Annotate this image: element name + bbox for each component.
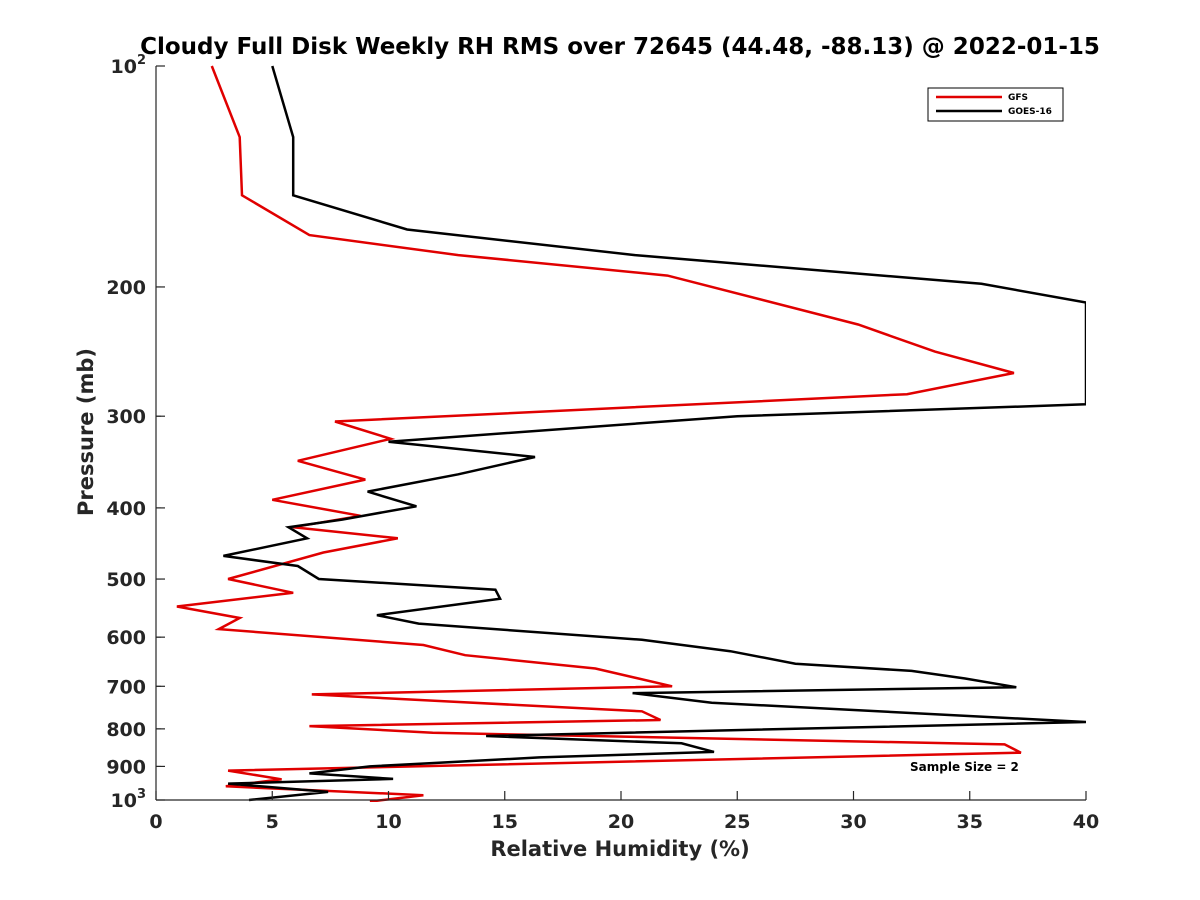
y-tick-label: 200 xyxy=(106,277,146,299)
y-tick-label: 500 xyxy=(106,569,146,591)
x-tick-label: 35 xyxy=(957,811,983,833)
y-tick-label: 900 xyxy=(106,756,146,778)
y-tick-labels: 102 200 300 400 500 600 700 800 900 103 xyxy=(106,53,146,812)
legend-label-goes16: GOES-16 xyxy=(1008,107,1052,117)
sample-size-annotation: Sample Size = 2 xyxy=(910,760,1019,774)
legend: GFS GOES-16 xyxy=(927,87,1064,122)
y-axis-label: Pressure (mb) xyxy=(74,348,98,516)
x-axis-label: Relative Humidity (%) xyxy=(490,837,749,861)
x-tick-label: 10 xyxy=(375,811,401,833)
x-tick-label: 25 xyxy=(724,811,750,833)
x-tick-label: 5 xyxy=(266,811,279,833)
x-tick-label: 20 xyxy=(608,811,634,833)
x-tick-label: 0 xyxy=(149,811,162,833)
y-tick-label: 700 xyxy=(106,676,146,698)
series-line-gfs xyxy=(176,65,1022,802)
x-tick-label: 15 xyxy=(492,811,518,833)
y-tick-label: 300 xyxy=(106,406,146,428)
series-layer xyxy=(176,65,1086,802)
y-tick-label: 103 xyxy=(111,787,147,812)
x-tick-label: 40 xyxy=(1073,811,1099,833)
legend-box xyxy=(927,87,1064,122)
y-tick-label: 102 xyxy=(111,53,147,78)
series-line-goes16 xyxy=(223,65,1086,802)
chart-title: Cloudy Full Disk Weekly RH RMS over 7264… xyxy=(140,34,1100,60)
legend-label-gfs: GFS xyxy=(1008,93,1028,103)
axes-layer xyxy=(155,65,1087,801)
y-tick-label: 400 xyxy=(106,498,146,520)
y-tick-label: 800 xyxy=(106,719,146,741)
x-tick-labels: 0 5 10 15 20 25 30 35 40 xyxy=(149,811,1099,833)
x-tick-label: 30 xyxy=(840,811,866,833)
y-tick-label: 600 xyxy=(106,627,146,649)
